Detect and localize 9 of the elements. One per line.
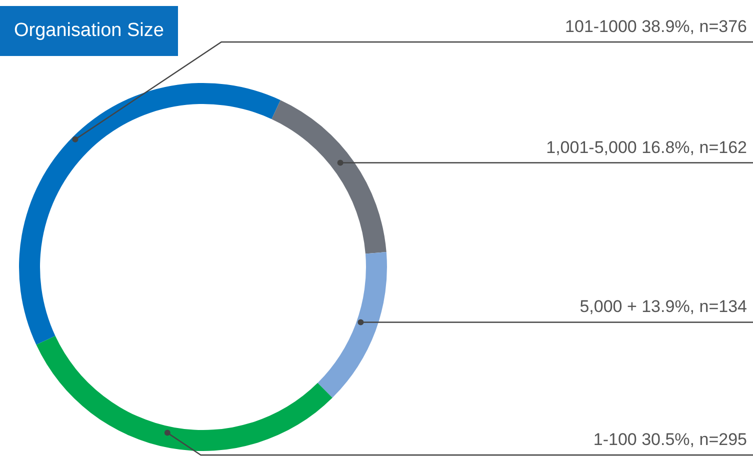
donut-slice <box>318 252 387 398</box>
slice-label: 1-100 30.5%, n=295 <box>593 430 747 449</box>
donut-slice <box>36 336 332 451</box>
donut-slice <box>19 83 280 345</box>
slice-label: 1,001-5,000 16.8%, n=162 <box>546 138 747 157</box>
slice-label: 101-1000 38.9%, n=376 <box>565 17 747 36</box>
chart-title: Organisation Size <box>0 6 178 56</box>
donut-slice <box>272 100 386 254</box>
slice-label: 5,000 + 13.9%, n=134 <box>580 297 747 316</box>
